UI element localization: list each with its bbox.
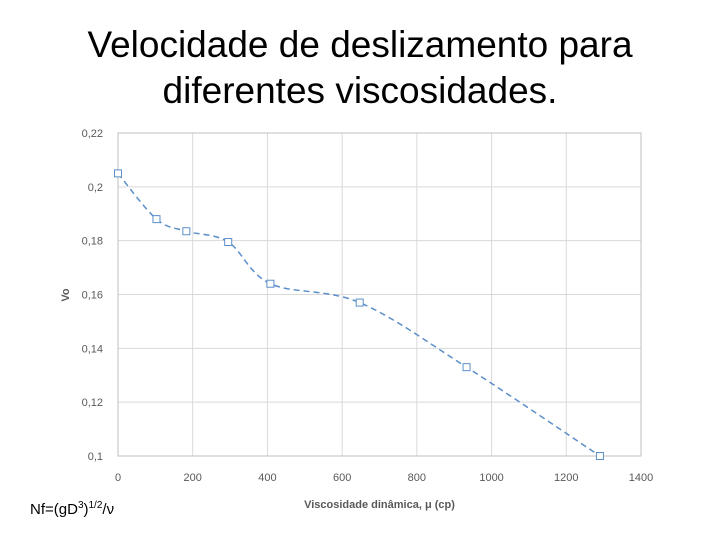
x-tick-label: 1200 [554,472,578,484]
y-tick-label: 0,14 [82,343,103,355]
footnote-formula-exponent-1: 3 [77,500,84,511]
x-tick-label: 0 [115,472,121,484]
data-point [224,238,233,247]
x-tick-label: 200 [184,472,202,484]
y-tick-label: 0,1 [88,451,103,463]
data-point [114,169,122,178]
x-tick-label: 1000 [479,472,503,484]
x-tick-label: 1400 [629,472,653,484]
footnote-formula: Nf=(gD3)1/2/ν [30,500,114,518]
plot-area-frame [117,132,642,457]
slide-title-line-1: Velocidade de deslizamento para [87,24,633,65]
data-point [462,363,471,372]
y-tick-label: 0,2 [88,182,103,194]
axis-tick-labels: 0 200 400 600 800 1000 1200 1400 0,1 0,12 0,14 0,16… [82,128,654,484]
y-tick-label: 0,16 [82,290,103,302]
footnote-formula-exponent-2: 1/2 [88,500,103,511]
chart-grid [117,132,642,457]
series-line [117,172,601,457]
y-axis-label: Vo [60,288,72,302]
data-point [152,215,161,224]
slide-title: Velocidade de deslizamento para diferent… [0,22,720,114]
y-tick-label: 0,22 [82,128,103,140]
data-point [182,227,191,236]
footnote-formula-mid: ) [83,501,89,518]
x-tick-label: 600 [333,472,351,484]
data-point [266,279,275,288]
slide-title-line-2: diferentes viscosidades. [162,70,558,111]
data-point [595,452,604,460]
x-tick-label: 400 [258,472,276,484]
data-point [355,298,364,307]
y-tick-label: 0,18 [82,236,103,248]
y-tick-label: 0,12 [82,397,103,409]
x-axis-label: Viscosidade dinâmica, μ (cp) [304,499,455,511]
x-tick-label: 800 [408,472,426,484]
series-layer [114,169,604,460]
footnote-formula-base: Nf=(gD [30,501,78,518]
footnote-formula-tail: /ν [102,501,115,518]
